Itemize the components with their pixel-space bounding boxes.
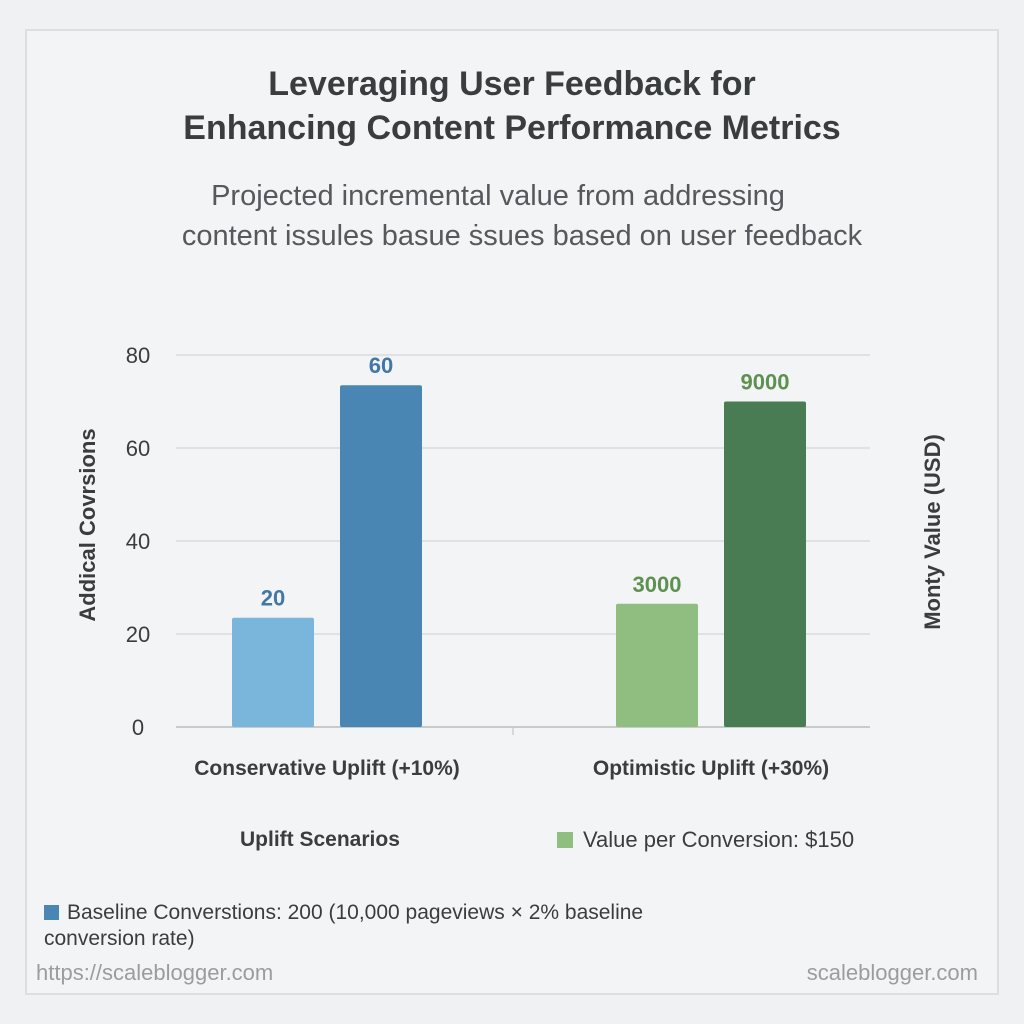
footer-brand: scaleblogger.com [806, 960, 978, 985]
bar-value-label: 20 [261, 586, 285, 611]
bar [616, 603, 698, 727]
bar-value-label: 3000 [633, 572, 682, 597]
bar [232, 617, 314, 727]
chart-subtitle-line-2: content issules basue ṡsues based on use… [181, 220, 863, 252]
y-axis-label: Addical Covrsions [75, 428, 100, 621]
bar [340, 385, 422, 727]
y-tick-label: 0 [132, 715, 144, 740]
legend-swatch-blue [44, 905, 59, 920]
bar-value-label: 9000 [741, 370, 790, 395]
legend-swatch-green [557, 832, 573, 848]
legend-baseline-text: Baseline Converstions: 200 (10,000 pagev… [44, 901, 644, 950]
x-category-label: Optimistic Uplift (+30%) [593, 757, 829, 780]
chart-title-line-1: Leveraging User Feedback for [268, 65, 756, 103]
chart-title-line-2: Enhancing Content Performance Metrics [183, 109, 841, 147]
chart-card [25, 29, 999, 995]
y-tick-label: 60 [126, 436, 150, 461]
x-axis-label: Uplift Scenarios [240, 828, 400, 851]
y-tick-label: 20 [126, 622, 150, 647]
y-tick-label: 40 [126, 529, 150, 554]
chart-title: Leveraging User Feedback for Enhancing C… [0, 62, 1024, 150]
chart-subtitle-line-1: Projected incremental value from address… [211, 180, 785, 212]
bar [724, 401, 806, 727]
y2-axis-label: Monty Value (USD) [920, 434, 945, 630]
chart-subtitle: Projected incremental value from address… [0, 176, 1024, 256]
legend-baseline: Baseline Converstions: 200 (10,000 pagev… [44, 900, 664, 952]
legend-value-per-conversion: Value per Conversion: $150 [557, 826, 854, 854]
y-tick-label: 80 [126, 343, 150, 368]
footer-url: https://scaleblogger.com [36, 960, 274, 985]
legend-value-per-conversion-text: Value per Conversion: $150 [583, 827, 855, 852]
x-category-label: Conservative Uplift (+10%) [194, 757, 460, 780]
bar-value-label: 60 [369, 353, 393, 378]
